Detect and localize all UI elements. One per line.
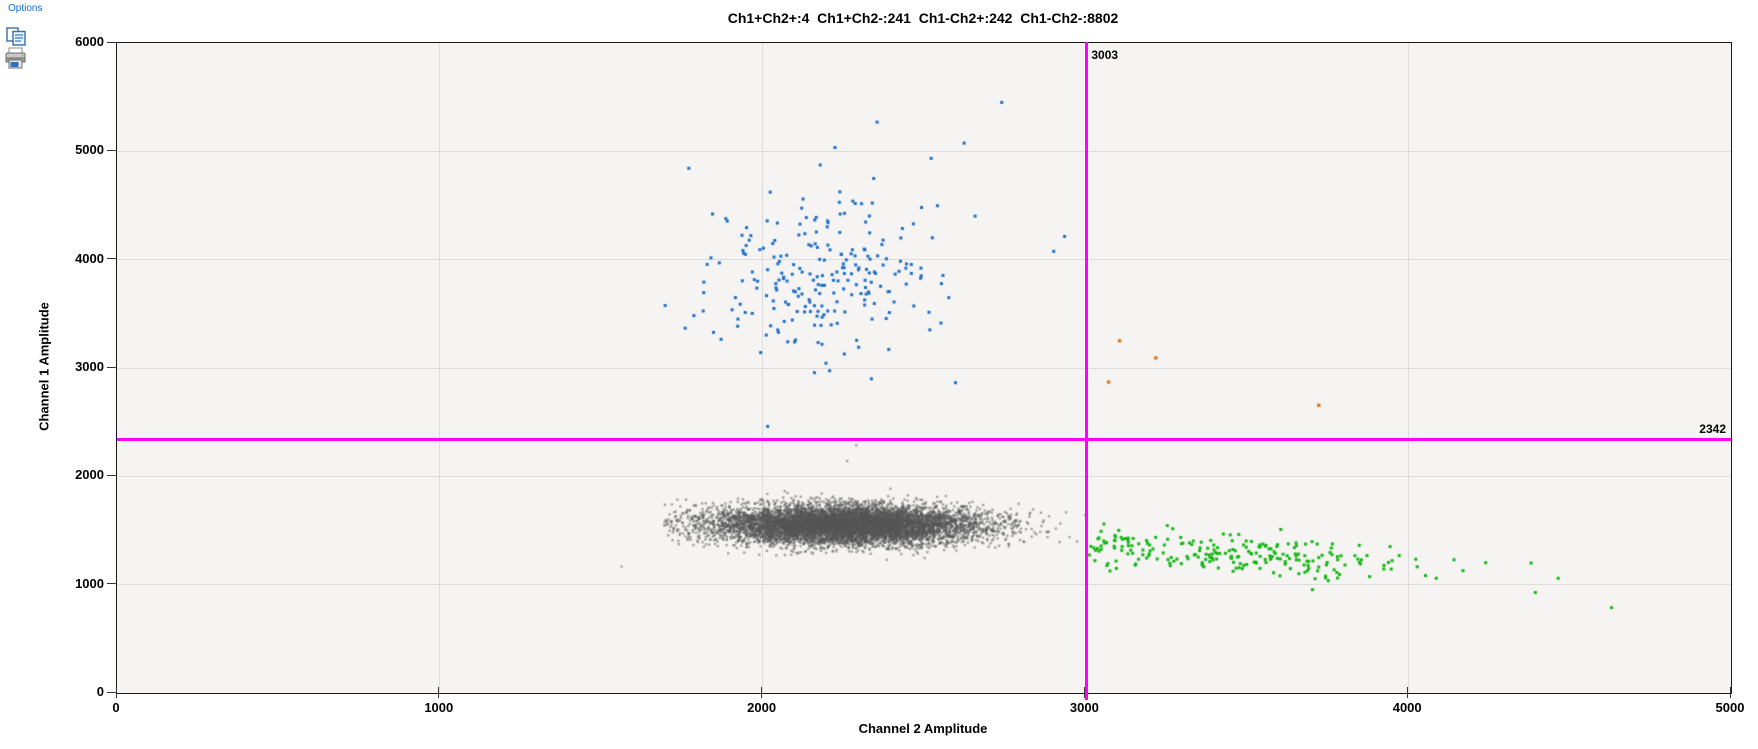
channel2-threshold-line[interactable] (1084, 42, 1088, 700)
x-tick-label: 5000 (1715, 700, 1745, 715)
y-axis-tick (107, 258, 117, 260)
y-axis-tick (107, 41, 117, 43)
y-tick-label: 5000 (75, 142, 104, 158)
channel1-threshold-line[interactable] (117, 437, 1731, 441)
x-tick-label: 0 (112, 700, 120, 715)
y-axis-tick (107, 691, 117, 693)
y-axis-tick (107, 366, 117, 368)
x-axis-tick (761, 687, 763, 698)
y-tick-label: 0 (96, 684, 104, 699)
scatter-plot-area[interactable]: 3003 2342 (116, 42, 1732, 700)
x-tick-label: 4000 (1392, 700, 1422, 715)
x-tick-label: 1000 (424, 700, 454, 715)
y-tick-label: 4000 (75, 250, 104, 266)
scatter-points-canvas[interactable] (117, 43, 1731, 693)
x-axis-tick (1729, 687, 1731, 698)
x-axis-title: Channel 2 Amplitude (858, 721, 988, 736)
copy-icon[interactable] (6, 27, 27, 51)
y-axis-tick (107, 583, 117, 585)
channel1-threshold-value: 2342 (1699, 422, 1726, 437)
y-tick-label: 2000 (75, 467, 104, 483)
y-tick-label: 1000 (75, 575, 104, 591)
channel2-threshold-value: 3003 (1091, 48, 1119, 62)
x-axis-tick (1083, 687, 1085, 698)
x-axis-tick (438, 687, 440, 698)
x-tick-label: 3000 (1069, 700, 1099, 715)
printer-icon[interactable] (4, 47, 27, 75)
y-tick-label: 3000 (75, 359, 104, 374)
y-axis-tick (107, 474, 117, 476)
y-tick-label: 6000 (75, 34, 104, 49)
options-link[interactable]: Options (8, 3, 43, 14)
plot-title: Ch1+Ch2+:4 Ch1+Ch2-:241 Ch1-Ch2+:242 Ch1… (727, 10, 1119, 26)
x-axis-tick (115, 687, 117, 698)
x-axis-tick (1406, 687, 1408, 698)
y-axis-tick (107, 149, 117, 151)
x-tick-label: 2000 (747, 700, 777, 715)
